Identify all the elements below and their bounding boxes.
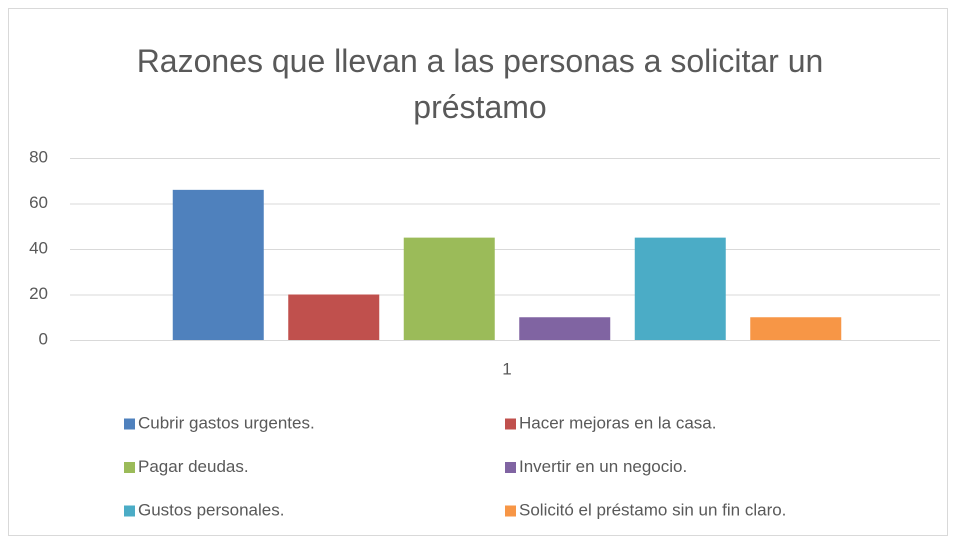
legend-swatch (124, 418, 135, 430)
legend-label: Pagar deudas. (138, 457, 249, 476)
legend-label: Gustos personales. (138, 500, 284, 519)
legend-label: Cubrir gastos urgentes. (138, 413, 315, 432)
bar (288, 294, 380, 340)
legend-swatch (124, 505, 135, 517)
bar (750, 317, 842, 340)
legend-label: Hacer mejoras en la casa. (519, 413, 716, 432)
y-tick-label: 0 (39, 329, 48, 348)
bar (403, 237, 495, 340)
legend-swatch (124, 462, 135, 473)
bar (172, 189, 264, 340)
bar (634, 237, 726, 340)
chart-title: Razones que llevan a las personas a soli… (136, 43, 824, 125)
y-tick-label: 80 (29, 147, 48, 166)
legend-swatch (505, 505, 516, 517)
y-tick-label: 60 (29, 193, 48, 212)
bar (519, 317, 611, 340)
legend-label: Solicitó el préstamo sin un fin claro. (519, 500, 786, 519)
y-tick-label: 40 (29, 238, 48, 257)
y-tick-label: 20 (29, 284, 48, 303)
legend-label: Invertir en un negocio. (519, 457, 687, 476)
x-tick-label: 1 (502, 359, 511, 378)
legend-swatch (505, 418, 516, 430)
legend-swatch (505, 462, 516, 473)
